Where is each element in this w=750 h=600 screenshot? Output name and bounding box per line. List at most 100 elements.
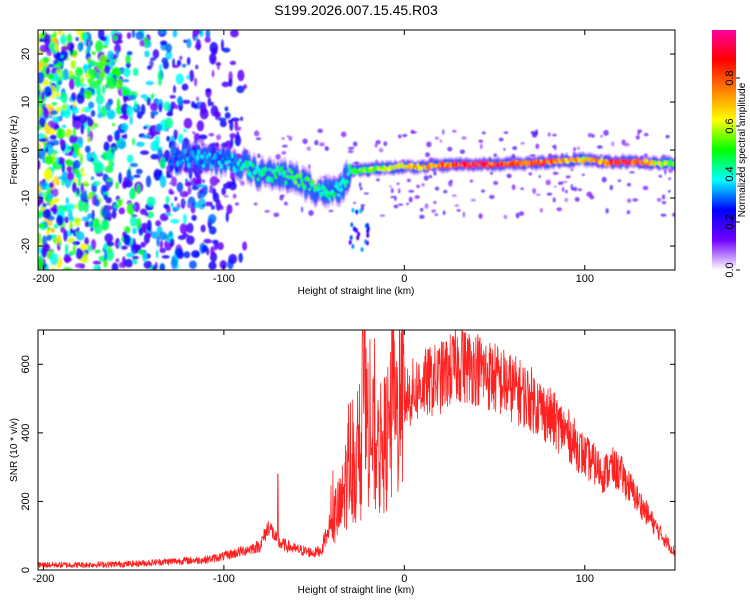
noise-blob xyxy=(223,195,229,198)
noise-blob xyxy=(44,104,53,108)
noise-blob xyxy=(60,91,68,104)
noise-blob xyxy=(547,132,551,137)
noise-blob xyxy=(447,146,453,152)
noise-blob xyxy=(366,222,370,228)
noise-blob xyxy=(41,91,45,101)
noise-blob xyxy=(115,78,124,90)
ridge-core xyxy=(185,160,189,165)
noise-blob xyxy=(69,228,74,235)
noise-blob xyxy=(42,209,52,219)
noise-blob xyxy=(184,181,192,187)
noise-blob xyxy=(144,36,148,48)
noise-blob xyxy=(86,118,94,127)
noise-blob xyxy=(100,36,107,42)
noise-blob xyxy=(212,192,220,203)
noise-blob xyxy=(661,201,667,205)
noise-blob xyxy=(53,223,59,229)
noise-blob xyxy=(236,126,242,131)
noise-blob xyxy=(398,203,404,206)
noise-blob xyxy=(222,47,231,53)
noise-blob xyxy=(47,226,51,231)
noise-blob xyxy=(530,130,534,135)
noise-blob xyxy=(83,202,89,213)
ridge-core xyxy=(233,156,237,162)
noise-blob xyxy=(424,203,429,209)
noise-blob xyxy=(204,36,211,43)
noise-blob xyxy=(91,238,97,251)
noise-blob xyxy=(142,134,151,139)
noise-blob xyxy=(498,137,504,142)
noise-blob xyxy=(194,77,198,87)
noise-blob xyxy=(50,166,55,173)
noise-blob xyxy=(89,80,98,89)
noise-blob xyxy=(39,44,49,53)
ridge-core xyxy=(340,187,343,192)
noise-blob xyxy=(210,56,217,62)
noise-blob xyxy=(324,146,329,152)
noise-blob xyxy=(225,183,229,187)
noise-blob xyxy=(101,84,106,95)
noise-blob xyxy=(119,115,128,119)
noise-blob xyxy=(70,59,76,69)
noise-blob xyxy=(359,186,363,191)
colorbar-label: Normalized spectral amplitude xyxy=(737,82,748,217)
noise-blob xyxy=(155,249,159,259)
noise-blob xyxy=(91,209,95,221)
noise-blob xyxy=(59,137,64,147)
noise-blob xyxy=(601,176,607,183)
noise-blob xyxy=(300,206,304,213)
noise-blob xyxy=(65,143,70,154)
snr-frame xyxy=(37,329,676,571)
noise-blob xyxy=(165,196,170,204)
snr-y-tick-label: 600 xyxy=(20,355,32,373)
noise-blob xyxy=(195,178,202,186)
noise-blob xyxy=(50,69,57,74)
noise-blob xyxy=(545,179,551,186)
noise-blob xyxy=(47,120,56,127)
noise-blob xyxy=(187,186,192,195)
noise-blob xyxy=(38,200,42,205)
noise-blob xyxy=(181,63,187,68)
noise-blob xyxy=(228,253,238,265)
noise-blob xyxy=(61,45,68,52)
noise-blob xyxy=(81,216,90,222)
noise-blob xyxy=(67,74,77,81)
noise-blob xyxy=(105,248,114,261)
noise-blob xyxy=(63,109,71,119)
noise-blob xyxy=(570,184,574,190)
noise-blob xyxy=(93,223,103,235)
noise-blob xyxy=(423,175,429,181)
noise-blob xyxy=(225,211,229,223)
ridge-core xyxy=(317,183,321,187)
noise-blob xyxy=(45,143,54,156)
noise-blob xyxy=(365,240,369,246)
snr-data xyxy=(38,330,675,569)
spectrogram-x-tick-label: -100 xyxy=(213,273,235,285)
noise-blob xyxy=(58,127,62,140)
noise-blob xyxy=(65,159,74,167)
noise-blob xyxy=(434,186,440,191)
noise-blob xyxy=(90,51,97,55)
noise-blob xyxy=(232,193,237,199)
noise-blob xyxy=(171,183,177,187)
noise-blob xyxy=(661,194,666,200)
ridge-core xyxy=(642,158,646,164)
noise-blob xyxy=(103,141,110,152)
noise-blob xyxy=(73,115,81,122)
noise-blob xyxy=(462,211,465,218)
ridge-core xyxy=(199,160,202,165)
ridge-core xyxy=(186,156,189,162)
noise-blob xyxy=(449,182,453,187)
noise-blob xyxy=(556,207,563,212)
ridge-core xyxy=(226,165,230,170)
noise-blob xyxy=(75,66,84,77)
noise-blob xyxy=(103,243,108,251)
noise-blob xyxy=(114,237,121,249)
noise-blob xyxy=(132,137,136,146)
noise-blob xyxy=(402,134,408,138)
noise-blob xyxy=(281,137,285,140)
noise-blob xyxy=(626,198,632,203)
noise-blob xyxy=(169,95,176,99)
noise-blob xyxy=(78,113,88,124)
noise-blob xyxy=(355,209,359,215)
